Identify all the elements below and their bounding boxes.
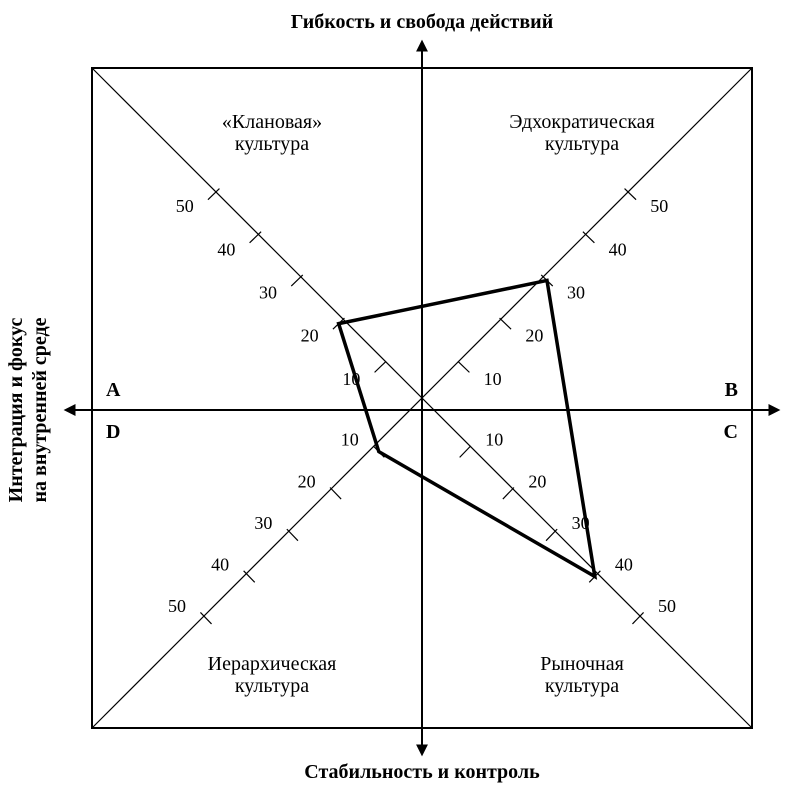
tick-label: 10 bbox=[485, 430, 503, 450]
tick-mark bbox=[460, 446, 471, 458]
tick-mark bbox=[458, 361, 470, 372]
tick-label: 50 bbox=[176, 196, 194, 216]
tick-label: 20 bbox=[301, 326, 319, 346]
competing-values-diagram: 1010101020202020303030304040404050505050… bbox=[0, 0, 800, 798]
quadrant-label-bottom_right-line2: культура bbox=[545, 675, 619, 697]
tick-mark bbox=[583, 232, 595, 243]
tick-label: 50 bbox=[650, 196, 668, 216]
tick-label: 50 bbox=[658, 596, 676, 616]
tick-label: 20 bbox=[525, 326, 543, 346]
quadrant-label-bottom_left-line1: Иерархическая bbox=[208, 653, 337, 675]
tick-label: 10 bbox=[341, 430, 359, 450]
tick-label: 40 bbox=[211, 555, 229, 575]
letter-D: D bbox=[106, 421, 120, 443]
axis-title-left: Интеграция и фокусна внутренней среде bbox=[5, 317, 51, 502]
tick-mark bbox=[500, 318, 512, 329]
tick-mark bbox=[330, 488, 341, 500]
tick-label: 40 bbox=[217, 239, 235, 259]
axis-title-top: Гибкость и свобода действий bbox=[291, 11, 553, 33]
tick-label: 50 bbox=[168, 596, 186, 616]
tick-label: 40 bbox=[615, 555, 633, 575]
letter-C: C bbox=[724, 421, 738, 443]
tick-mark bbox=[250, 232, 262, 243]
tick-mark bbox=[287, 529, 298, 541]
tick-label: 40 bbox=[609, 239, 627, 259]
tick-mark bbox=[503, 488, 514, 500]
quadrant-label-bottom_left-line2: культура bbox=[235, 675, 309, 697]
tick-mark bbox=[291, 275, 303, 286]
axis-title-left-line1: Интеграция и фокус bbox=[5, 318, 27, 503]
tick-label: 20 bbox=[298, 471, 316, 491]
quadrant-label-bottom_right-line1: Рыночная bbox=[540, 653, 624, 675]
letter-A: A bbox=[106, 379, 121, 401]
quadrant-label-top_left-line1: «Клановая» bbox=[222, 111, 322, 133]
tick-label: 20 bbox=[528, 471, 546, 491]
quadrant-label-top_left-line2: культура bbox=[235, 133, 309, 155]
quadrant-label-top_right-line1: Эдхократическая bbox=[509, 111, 654, 133]
tick-mark bbox=[546, 529, 557, 541]
tick-label: 10 bbox=[484, 369, 502, 389]
tick-label: 30 bbox=[254, 513, 272, 533]
axis-title-left-line2: на внутренней среде bbox=[29, 317, 51, 502]
axis-title-bottom: Стабильность и контроль bbox=[304, 761, 540, 783]
quadrant-label-top_right-line2: культура bbox=[545, 133, 619, 155]
tick-mark bbox=[375, 361, 387, 372]
letter-B: B bbox=[725, 379, 738, 401]
tick-mark bbox=[244, 571, 255, 583]
tick-label: 30 bbox=[567, 282, 585, 302]
tick-label: 30 bbox=[259, 282, 277, 302]
